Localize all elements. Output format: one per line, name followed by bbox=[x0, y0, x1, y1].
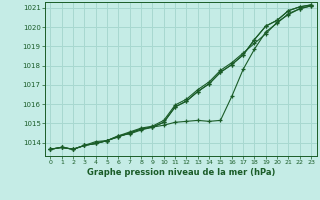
X-axis label: Graphe pression niveau de la mer (hPa): Graphe pression niveau de la mer (hPa) bbox=[87, 168, 275, 177]
